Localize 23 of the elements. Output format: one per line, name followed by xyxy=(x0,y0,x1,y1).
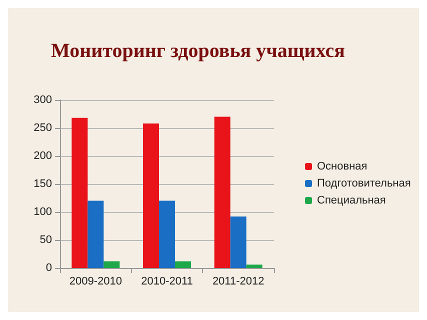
bar xyxy=(230,216,246,268)
y-tick-label: 50 xyxy=(40,234,52,246)
legend-label: Подготовительная xyxy=(317,178,411,190)
y-tick-label: 300 xyxy=(34,94,52,106)
y-tick-label: 100 xyxy=(34,206,52,218)
bar xyxy=(88,200,104,268)
chart-title: Мониторинг здоровья учащихся xyxy=(51,40,346,62)
bar xyxy=(214,116,230,268)
bar xyxy=(143,124,159,268)
y-tick-label: 250 xyxy=(34,122,52,134)
bar xyxy=(104,261,120,268)
bar xyxy=(72,118,88,268)
bar xyxy=(175,261,191,268)
x-tick-label: 2011-2012 xyxy=(212,276,264,288)
x-tick-label: 2010-2011 xyxy=(141,276,193,288)
y-tick-label: 200 xyxy=(34,150,52,162)
x-tick-label: 2009-2010 xyxy=(69,276,122,288)
y-tick-label: 150 xyxy=(34,178,52,190)
y-tick-label: 0 xyxy=(46,262,52,274)
bar xyxy=(159,200,175,268)
bar xyxy=(246,264,262,268)
legend-label: Основная xyxy=(317,160,368,172)
legend-label: Специальная xyxy=(317,194,386,206)
